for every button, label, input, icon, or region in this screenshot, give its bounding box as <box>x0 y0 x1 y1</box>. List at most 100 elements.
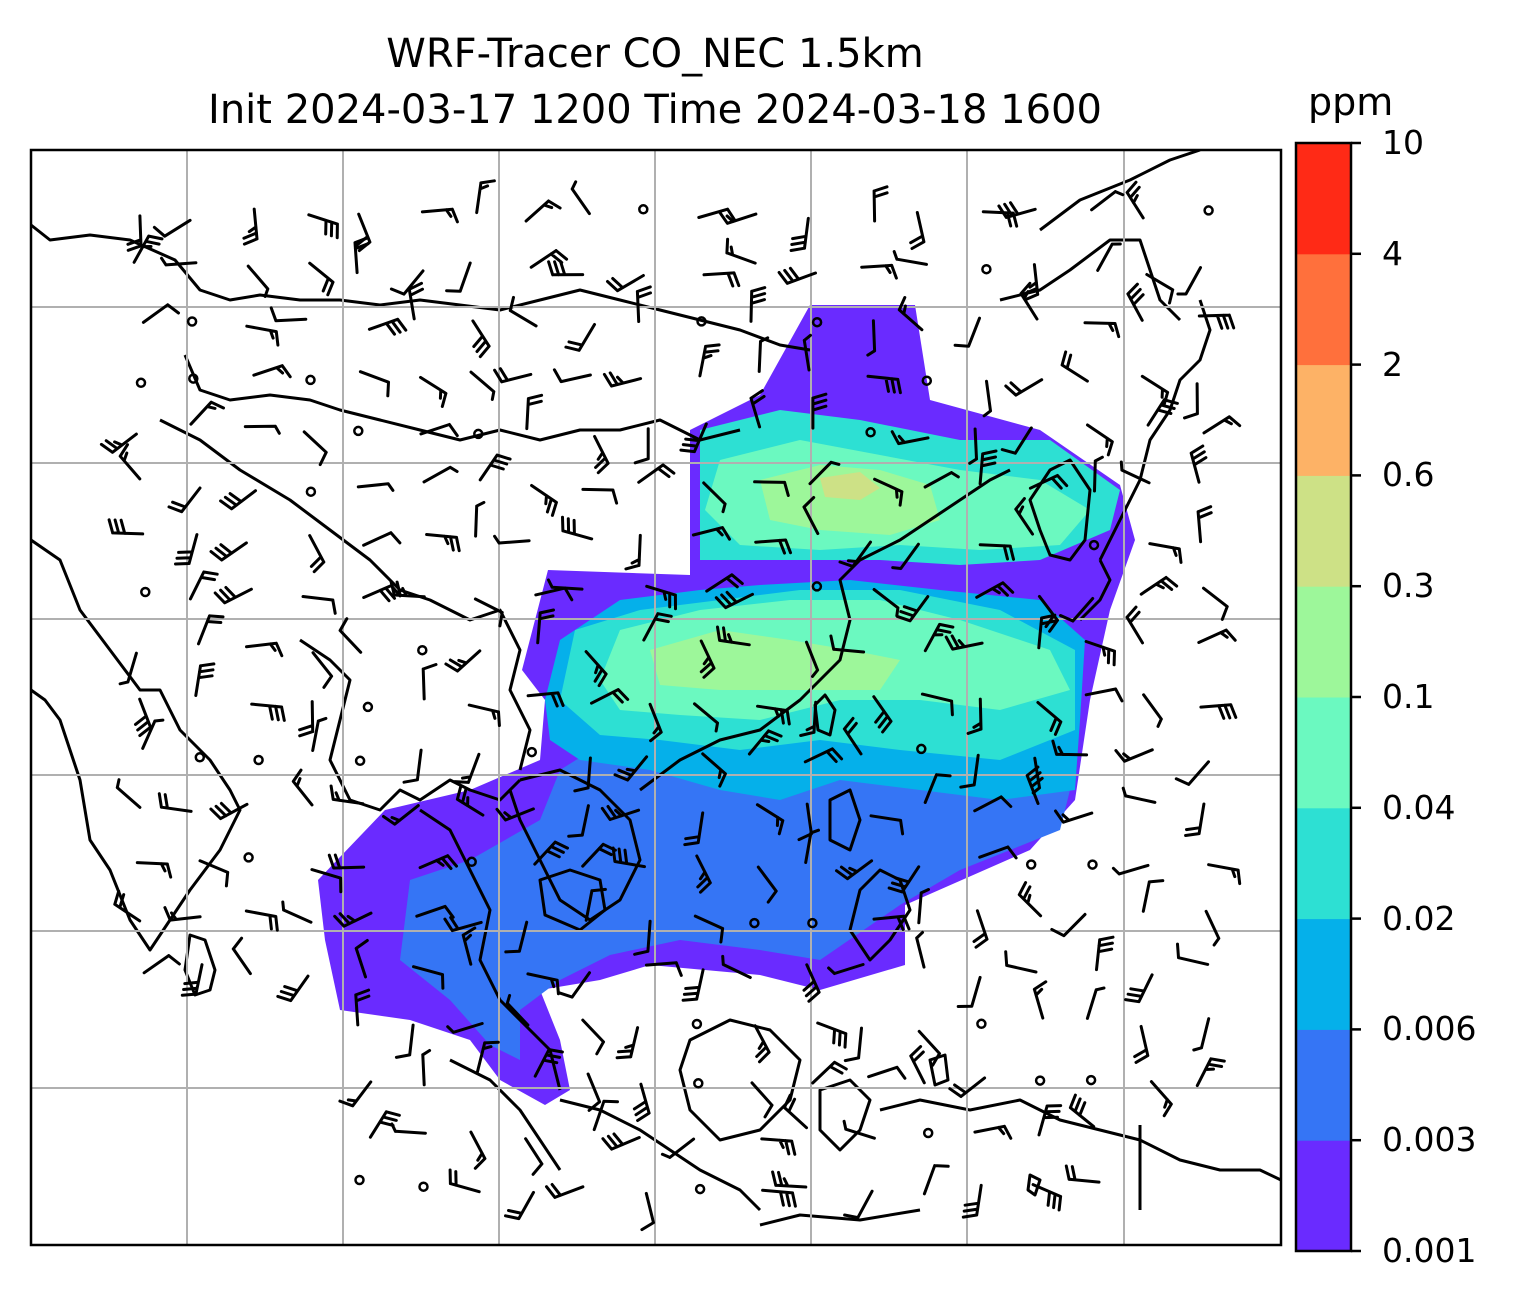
wind-barb <box>804 828 820 864</box>
wind-barb <box>493 534 531 545</box>
wind-barb <box>640 1191 655 1232</box>
wind-barb <box>808 460 841 486</box>
wind-barb <box>118 443 142 481</box>
wind-barb <box>354 988 371 1027</box>
wind-barb <box>683 811 705 847</box>
wind-barb <box>115 778 142 809</box>
wind-barb <box>415 904 455 919</box>
wind-barb <box>250 702 286 722</box>
wind-barb <box>866 319 877 357</box>
wind-barb <box>761 1188 797 1208</box>
wind-barb <box>298 700 315 738</box>
wind-barb <box>163 906 202 922</box>
wind-barb <box>760 1137 797 1156</box>
wind-barb <box>327 853 366 870</box>
colorbar-bin-5 <box>1296 586 1351 698</box>
wind-barb <box>504 920 529 954</box>
wind-barb <box>771 1170 808 1189</box>
colorbar-label-5: 0.1 <box>1382 677 1435 716</box>
wind-barb <box>637 463 676 484</box>
wind-barb <box>716 625 751 647</box>
wind-calm-marker <box>811 316 823 328</box>
wind-barb <box>1086 423 1114 457</box>
wind-barb <box>570 180 591 216</box>
wind-calm-marker <box>807 917 818 929</box>
wind-barb <box>1051 739 1089 757</box>
wind-barb <box>505 994 530 1027</box>
wind-barb <box>389 269 425 296</box>
wind-barb <box>243 424 281 435</box>
wind-barb <box>113 889 142 923</box>
wind-barb <box>419 375 448 408</box>
wind-barb <box>567 804 590 838</box>
wind-barb <box>1202 586 1229 621</box>
wind-barb <box>805 640 820 678</box>
wind-barb <box>141 718 165 750</box>
wind-barb <box>1126 282 1145 322</box>
colorbar-label-2: 0.006 <box>1382 1009 1477 1049</box>
wind-barb <box>693 702 719 733</box>
wind-barb <box>1192 1017 1211 1052</box>
wind-calm-marker <box>693 1078 704 1089</box>
wind-barb <box>547 260 585 277</box>
wind-barb <box>978 543 1015 561</box>
wind-barb <box>524 1137 544 1176</box>
wind-barb <box>966 697 983 735</box>
wind-barb <box>533 1048 564 1078</box>
colorbar-label-0: 0.001 <box>1382 1231 1477 1270</box>
wind-barb <box>473 597 504 628</box>
wind-barb <box>615 1026 640 1060</box>
wind-barb <box>895 595 930 623</box>
wind-calm-marker <box>811 581 823 592</box>
wind-barb <box>1119 460 1151 485</box>
wind-calm-marker <box>353 425 364 437</box>
wind-barb <box>1189 444 1208 484</box>
wind-barb <box>252 364 292 379</box>
map-panel <box>31 150 1281 1245</box>
wind-barb <box>402 748 423 784</box>
wind-barb <box>1037 613 1057 650</box>
colorbar-bin-8 <box>1296 253 1351 366</box>
wind-barb <box>394 1023 415 1059</box>
wind-barb <box>469 1130 487 1170</box>
wind-barb <box>1125 605 1144 645</box>
wind-barb <box>973 795 1013 813</box>
wind-barb <box>697 207 737 223</box>
wind-barb <box>953 316 981 348</box>
wind-barb <box>1004 378 1044 397</box>
wind-barb <box>142 954 181 975</box>
wind-barb <box>829 634 866 654</box>
wind-calm-marker <box>140 586 151 598</box>
wind-barb <box>469 370 496 401</box>
wind-calm-marker <box>188 373 199 384</box>
wind-barb <box>338 1080 373 1108</box>
wind-barb <box>590 688 630 705</box>
wind-calm-marker <box>362 701 374 713</box>
wind-barb <box>1000 426 1033 455</box>
colorbar-label-6: 0.3 <box>1382 566 1435 606</box>
chart-title-line1: WRF-Tracer CO_NEC 1.5km <box>386 31 924 77</box>
wind-barb <box>461 926 477 966</box>
wind-barb <box>246 264 270 298</box>
wind-barb <box>425 533 461 553</box>
wind-barb <box>890 430 930 446</box>
wind-barb <box>867 1065 907 1080</box>
wind-barb <box>633 919 652 956</box>
wind-barb <box>545 1183 585 1199</box>
wind-barb <box>421 663 438 701</box>
wind-barb <box>799 700 818 737</box>
wind-barb <box>333 911 373 928</box>
colorbar-label-4: 0.04 <box>1382 787 1456 827</box>
wind-barb <box>467 703 501 727</box>
wind-barb <box>816 1021 848 1049</box>
wind-barb <box>705 573 744 593</box>
wind-barb <box>1060 350 1089 383</box>
wind-barb <box>695 854 712 894</box>
wind-calm-marker <box>865 427 876 438</box>
wind-barb <box>613 755 649 782</box>
wind-barb <box>997 201 1037 219</box>
wind-barb <box>1111 863 1150 876</box>
wind-barb <box>747 729 783 756</box>
wind-barb <box>581 1018 605 1056</box>
wind-barb <box>1084 687 1124 703</box>
